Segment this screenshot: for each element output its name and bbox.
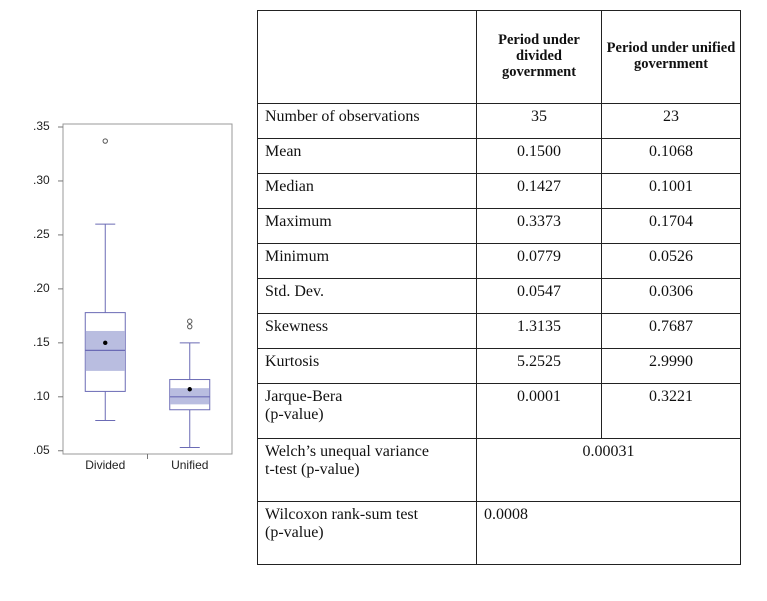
outlier	[187, 318, 193, 324]
cell-value: 2.9990	[601, 348, 741, 384]
outlier	[102, 138, 108, 144]
table-row: Number of observations 35 23	[257, 103, 741, 139]
row-label: Kurtosis	[257, 348, 477, 384]
row-label: Number of observations	[257, 103, 477, 139]
row-label: Median	[257, 173, 477, 209]
row-label: Jarque-Bera (p-value)	[257, 383, 477, 439]
cell-value: 0.1704	[601, 208, 741, 244]
statistics-table: Period under divided government Period u…	[257, 10, 741, 565]
y-tick-label: .15	[33, 335, 50, 349]
x-tick-label: Divided	[85, 458, 125, 472]
table-row: Kurtosis 5.2525 2.9990	[257, 348, 741, 384]
cell-value: 0.3373	[476, 208, 602, 244]
table-row: Jarque-Bera (p-value) 0.0001 0.3221	[257, 383, 741, 439]
y-tick-label: .10	[33, 389, 50, 403]
cell-value: 0.0306	[601, 278, 741, 314]
mean-dot	[103, 340, 108, 346]
cell-value: 0.1427	[476, 173, 602, 209]
header-blank	[257, 10, 477, 104]
row-label: Minimum	[257, 243, 477, 279]
header-row: Period under divided government Period u…	[257, 10, 741, 104]
table-body: Number of observations 35 23 Mean 0.1500 0.10…	[257, 103, 741, 565]
cell-value: 0.0001	[476, 383, 602, 439]
table-row: Median 0.1427 0.1001	[257, 173, 741, 209]
mean-dot	[187, 387, 192, 392]
row-label: Skewness	[257, 313, 477, 349]
y-tick-label: .25	[33, 227, 50, 241]
cell-value: 0.0547	[476, 278, 602, 314]
cell-value: 0.0008	[476, 501, 741, 565]
row-label: Wilcoxon rank-sum test (p-value)	[257, 501, 477, 565]
row-label: Std. Dev.	[257, 278, 477, 314]
cell-value: 0.1068	[601, 138, 741, 174]
table-row: Std. Dev. 0.0547 0.0306	[257, 278, 741, 314]
boxplot-chart: .05 .10 .15 .20 .25 .30 .35 Divided Unified	[33, 119, 233, 472]
cell-value: 23	[601, 103, 741, 139]
y-tick-label: .20	[33, 281, 50, 295]
cell-value: 0.00031	[476, 438, 741, 502]
cell-value: 35	[476, 103, 602, 139]
cell-value: 0.0526	[601, 243, 741, 279]
cell-value: 0.7687	[601, 313, 741, 349]
table-row: Maximum 0.3373 0.1704	[257, 208, 741, 244]
y-tick-label: .30	[33, 173, 50, 187]
row-label: Welch’s unequal variance t-test (p-value…	[257, 438, 477, 502]
cell-value: 0.1500	[476, 138, 602, 174]
y-tick-label: .05	[33, 443, 50, 457]
row-label: Mean	[257, 138, 477, 174]
outlier	[187, 323, 193, 330]
cell-value: 0.3221	[601, 383, 741, 439]
table-row: Wilcoxon rank-sum test (p-value) 0.0008	[257, 501, 741, 565]
table-row: Mean 0.1500 0.1068	[257, 138, 741, 174]
cell-value: 0.1001	[601, 173, 741, 209]
table-row: Minimum 0.0779 0.0526	[257, 243, 741, 279]
y-tick-label: .35	[33, 119, 50, 133]
table-row: Skewness 1.3135 0.7687	[257, 313, 741, 349]
cell-value: 0.0779	[476, 243, 602, 279]
x-tick-label: Unified	[171, 458, 208, 472]
cell-value: 1.3135	[476, 313, 602, 349]
cell-value: 5.2525	[476, 348, 602, 384]
column-header: Period under divided government	[476, 10, 602, 104]
column-header: Period under unified government	[601, 10, 741, 104]
row-label: Maximum	[257, 208, 477, 244]
table-row: Welch’s unequal variance t-test (p-value…	[257, 438, 741, 502]
